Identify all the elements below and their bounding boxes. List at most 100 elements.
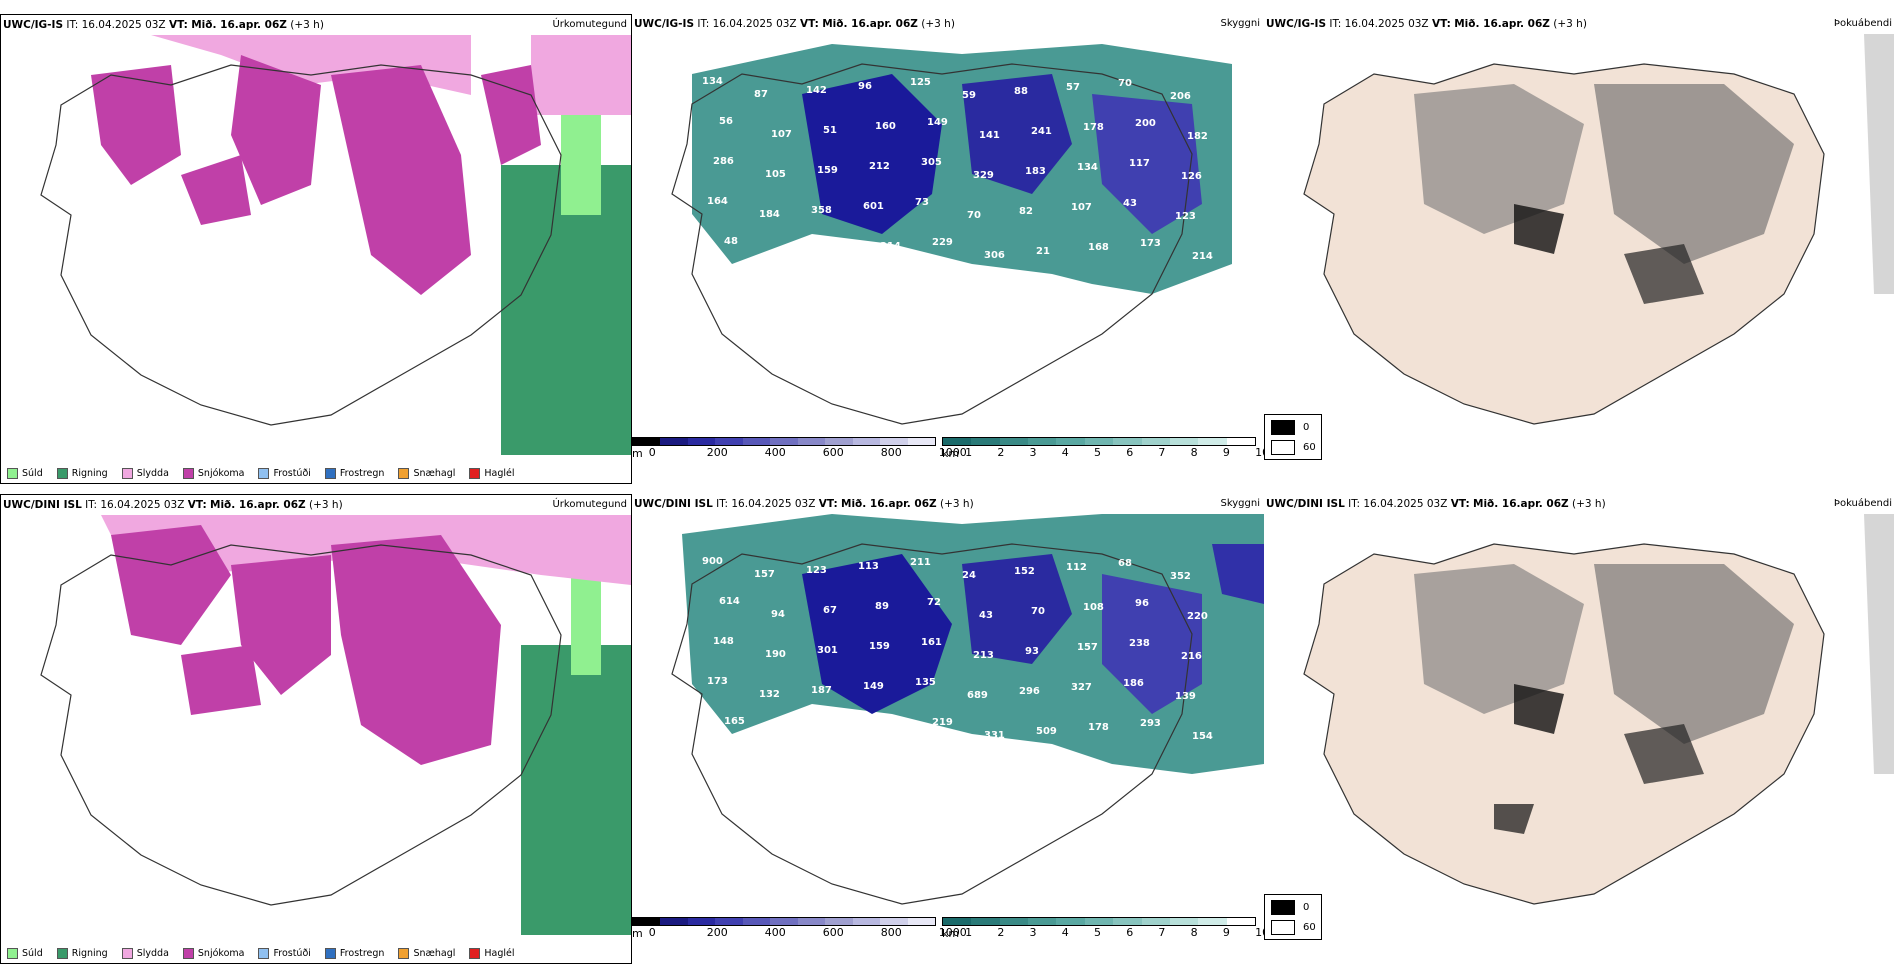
visibility-panel-bottom: UWC/DINI ISL IT: 16.04.2025 03Z VT: Mið.… <box>632 494 1269 964</box>
visibility-value-label: 293 <box>1140 718 1161 729</box>
colorbar-tick: 800 <box>880 926 902 939</box>
fog-low-label: 60 <box>1303 442 1316 453</box>
colorbar-cell <box>943 438 972 445</box>
colorbar-tick: 6 <box>1126 446 1134 459</box>
colorbar-cell <box>1141 438 1170 445</box>
precip-panel-top: UWC/IG-IS IT: 16.04.2025 03Z VT: Mið. 16… <box>0 14 632 484</box>
panel-type-label: Þokuábendi <box>1833 498 1892 509</box>
colorbar-cell <box>1084 918 1114 925</box>
visibility-value-label: 168 <box>1088 242 1109 253</box>
visibility-value-label: 129 <box>874 761 895 772</box>
legend-item: Snæhagl <box>398 468 455 479</box>
visibility-value-label: 183 <box>1025 166 1046 177</box>
colorbar-tick: 1 <box>965 926 973 939</box>
island-outline <box>40 64 562 426</box>
colorbar-cell <box>999 438 1029 445</box>
visibility-map: 134 87 142 96 125 59 88 57 70 206 56 107 51 160 149 141… <box>671 44 1232 425</box>
fog-high-label: 0 <box>1303 422 1310 433</box>
visibility-value-label: 160 <box>875 121 896 132</box>
fog-region <box>1594 564 1794 744</box>
fog-region <box>1494 804 1534 834</box>
legend-swatch <box>56 468 68 479</box>
colorbar-cell <box>797 918 826 925</box>
colorbar-tick: 6 <box>1126 926 1134 939</box>
visibility-value-label: 141 <box>880 721 901 732</box>
precip-panel-bottom: UWC/DINI ISL IT: 16.04.2025 03Z VT: Mið.… <box>0 494 632 964</box>
cloudbase-tick-row: m 0 200 400 600 800 1000 <box>632 926 967 940</box>
visibility-value-label: 509 <box>1036 726 1057 737</box>
visibility-value-label: 216 <box>1181 651 1202 662</box>
visibility-value-label: 107 <box>771 129 792 140</box>
visibility-value-label: 149 <box>927 117 948 128</box>
colorbar-tick: 8 <box>1190 446 1198 459</box>
colorbar-cell <box>1226 438 1255 445</box>
legend-swatch <box>324 468 336 479</box>
fog-map <box>1303 514 1894 905</box>
cloudbase-colorbar <box>632 437 936 446</box>
visibility-value-label: 163 <box>770 289 791 300</box>
fog-map <box>1303 34 1894 425</box>
legend-swatch <box>258 468 270 479</box>
very-low-vis-region <box>962 74 1072 194</box>
visibility-value-label: 108 <box>1083 602 1104 613</box>
visibility-value-label: 68 <box>1118 558 1132 569</box>
panel-type-label: Skyggni <box>1220 498 1260 509</box>
colorbar-tick: 1000 <box>938 926 967 939</box>
colorbar-tick: 600 <box>822 926 844 939</box>
colorbar-tick: 9 <box>1222 446 1230 459</box>
visibility-value-label: 152 <box>1014 566 1035 577</box>
colorbar-tick: 4 <box>1061 446 1069 459</box>
legend-swatch <box>398 468 410 479</box>
colorbar-cell <box>1169 438 1199 445</box>
panel-header: UWC/IG-IS IT: 16.04.2025 03Z VT: Mið. 16… <box>3 19 324 31</box>
very-low-vis-region <box>1212 544 1264 604</box>
visibility-value-label: 178 <box>1088 722 1109 733</box>
colorbar-tick: 5 <box>1093 926 1101 939</box>
visibility-value-label: 125 <box>910 77 931 88</box>
colorbar-cell <box>1056 438 1085 445</box>
legend-swatch <box>121 468 133 479</box>
colorbar-cell <box>1141 918 1170 925</box>
visibility-value-label: 689 <box>967 690 988 701</box>
fog-region <box>1414 84 1584 234</box>
legend-swatch <box>469 468 481 479</box>
visibility-value-label: 70 <box>967 210 981 221</box>
precip-map <box>40 35 631 455</box>
visibility-value-label: 154 <box>1192 731 1213 742</box>
visibility-value-label: 90 <box>978 290 992 301</box>
visibility-value-label: 73 <box>915 197 929 208</box>
visibility-value-label: 663 <box>822 285 843 296</box>
legend-label: Súld <box>22 468 43 479</box>
visibility-value-label: 96 <box>858 81 872 92</box>
visibility-value-label: 157 <box>754 569 775 580</box>
legend-swatch <box>182 468 194 479</box>
legend-label: Frostúði <box>273 468 311 479</box>
colorbar-cell <box>770 438 798 445</box>
colorbar-cell <box>660 918 688 925</box>
colorbar-cell <box>1198 918 1227 925</box>
fog-high-swatch <box>1271 420 1295 435</box>
visibility-cells <box>942 917 1256 926</box>
colorbar-cell <box>880 438 908 445</box>
visibility-value-label: 161 <box>921 637 942 648</box>
fog-panel-bottom: UWC/DINI ISL IT: 16.04.2025 03Z VT: Mið.… <box>1264 494 1896 964</box>
colorbar-cell <box>852 438 881 445</box>
visibility-value-label: 214 <box>880 241 901 252</box>
visibility-ticks: 1 2 3 4 5 6 7 8 9 10 <box>959 926 1269 940</box>
colorbar-cell <box>687 438 716 445</box>
visibility-value-label: 305 <box>921 157 942 168</box>
visibility-value-label: 132 <box>759 689 780 700</box>
visibility-value-label: 358 <box>811 205 832 216</box>
visibility-value-label: 173 <box>1140 238 1161 249</box>
visibility-value-label: 149 <box>863 681 884 692</box>
coastal-fog <box>1864 514 1894 774</box>
colorbar-tick: 800 <box>880 446 902 459</box>
visibility-value-label: 126 <box>1181 171 1202 182</box>
visibility-value-label: 103 <box>776 729 797 740</box>
panel-type-label: Úrkomutegund <box>552 19 627 30</box>
colorbar-cell <box>633 918 661 925</box>
very-low-vis-region <box>1102 574 1202 714</box>
fog-low-label: 60 <box>1303 922 1316 933</box>
visibility-value-label: 94 <box>771 609 785 620</box>
visibility-value-label: 123 <box>806 565 827 576</box>
